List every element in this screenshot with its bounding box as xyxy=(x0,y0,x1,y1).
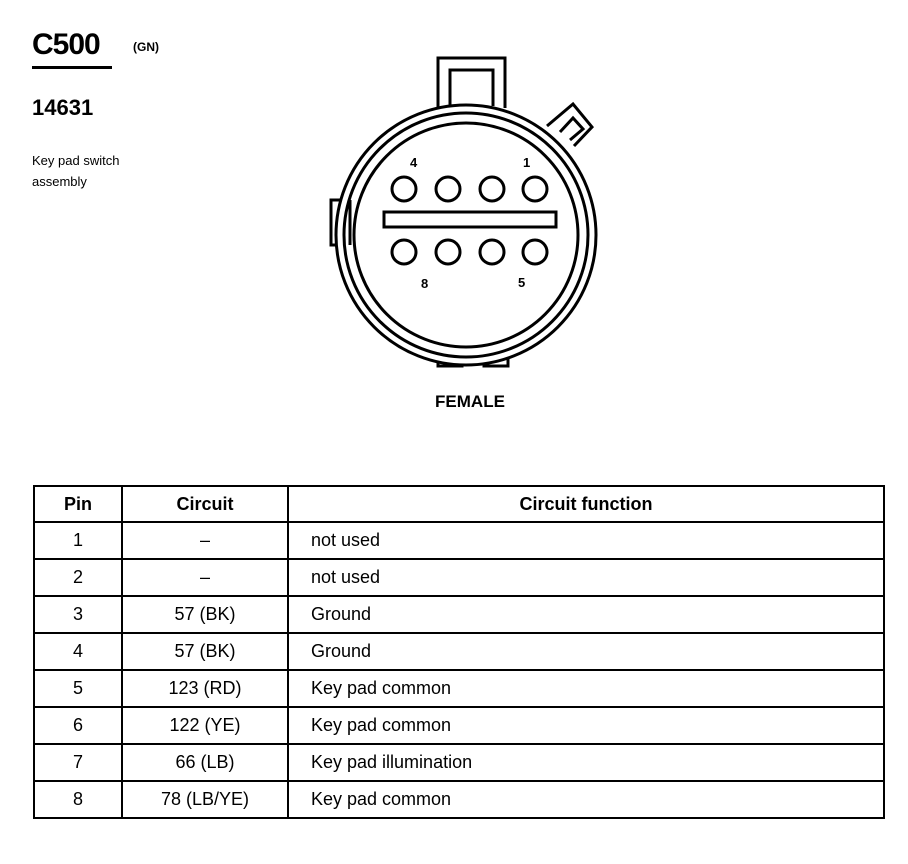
polarizing-bar xyxy=(382,210,558,229)
function-cell: Ground xyxy=(287,632,885,671)
connector-housing xyxy=(329,56,598,368)
connector-id-underline xyxy=(32,66,112,69)
function-cell: Key pad illumination xyxy=(287,743,885,782)
pin-cell: 8 xyxy=(33,780,123,819)
function-cell: Key pad common xyxy=(287,669,885,708)
function-cell: Key pad common xyxy=(287,706,885,745)
pin-socket xyxy=(478,238,506,266)
pin-socket xyxy=(390,175,418,203)
pin-socket xyxy=(434,238,462,266)
circuit-cell: – xyxy=(121,521,289,560)
pin-label-5: 5 xyxy=(518,275,525,290)
table-row: 3 57 (BK) Ground xyxy=(33,595,885,634)
function-cell: Ground xyxy=(287,595,885,634)
table-row: 7 66 (LB) Key pad illumination xyxy=(33,743,885,782)
pin-label-8: 8 xyxy=(421,276,428,291)
pin-socket xyxy=(390,238,418,266)
connector-color: (GN) xyxy=(133,40,159,54)
circuit-cell: 57 (BK) xyxy=(121,595,289,634)
table-row: 5 123 (RD) Key pad common xyxy=(33,669,885,708)
pin-cell: 3 xyxy=(33,595,123,634)
pin-table: Pin Circuit Circuit function 1– not used 2… xyxy=(33,485,885,819)
pin-label-1: 1 xyxy=(523,155,530,170)
header-pin: Pin xyxy=(33,485,123,523)
function-cell: not used xyxy=(287,521,885,560)
header-circuit: Circuit xyxy=(121,485,289,523)
circuit-cell: – xyxy=(121,558,289,597)
pin-socket xyxy=(521,175,549,203)
connector-face-diagram: 4 1 8 5 xyxy=(329,56,598,368)
pin-cell: 1 xyxy=(33,521,123,560)
circuit-cell: 57 (BK) xyxy=(121,632,289,671)
part-number: 14631 xyxy=(32,95,94,120)
pin-socket xyxy=(521,238,549,266)
table-row: 4 57 (BK) Ground xyxy=(33,632,885,671)
pin-cell: 6 xyxy=(33,706,123,745)
pin-cell: 4 xyxy=(33,632,123,671)
header-circuit-function: Circuit function xyxy=(287,485,885,523)
function-cell: Key pad common xyxy=(287,780,885,819)
table-row: 6 122 (YE) Key pad common xyxy=(33,706,885,745)
connector-id: C500 xyxy=(32,28,101,61)
pin-label-4: 4 xyxy=(410,155,418,170)
table-row: 1– not used xyxy=(33,521,885,560)
table-row: 8 78 (LB/YE) Key pad common xyxy=(33,780,885,819)
circuit-cell: 123 (RD) xyxy=(121,669,289,708)
pin-cell: 2 xyxy=(33,558,123,597)
circuit-cell: 66 (LB) xyxy=(121,743,289,782)
function-cell: not used xyxy=(287,558,885,597)
connector-description: Key pad switch assembly xyxy=(32,153,120,189)
table-row: 2– not used xyxy=(33,558,885,597)
pin-cell: 5 xyxy=(33,669,123,708)
pin-cell: 7 xyxy=(33,743,123,782)
circuit-cell: 78 (LB/YE) xyxy=(121,780,289,819)
pin-socket xyxy=(478,175,506,203)
table-header-row: Pin Circuit Circuit function xyxy=(33,485,885,523)
pin-socket xyxy=(434,175,462,203)
circuit-cell: 122 (YE) xyxy=(121,706,289,745)
connector-view-label: FEMALE xyxy=(435,392,505,411)
